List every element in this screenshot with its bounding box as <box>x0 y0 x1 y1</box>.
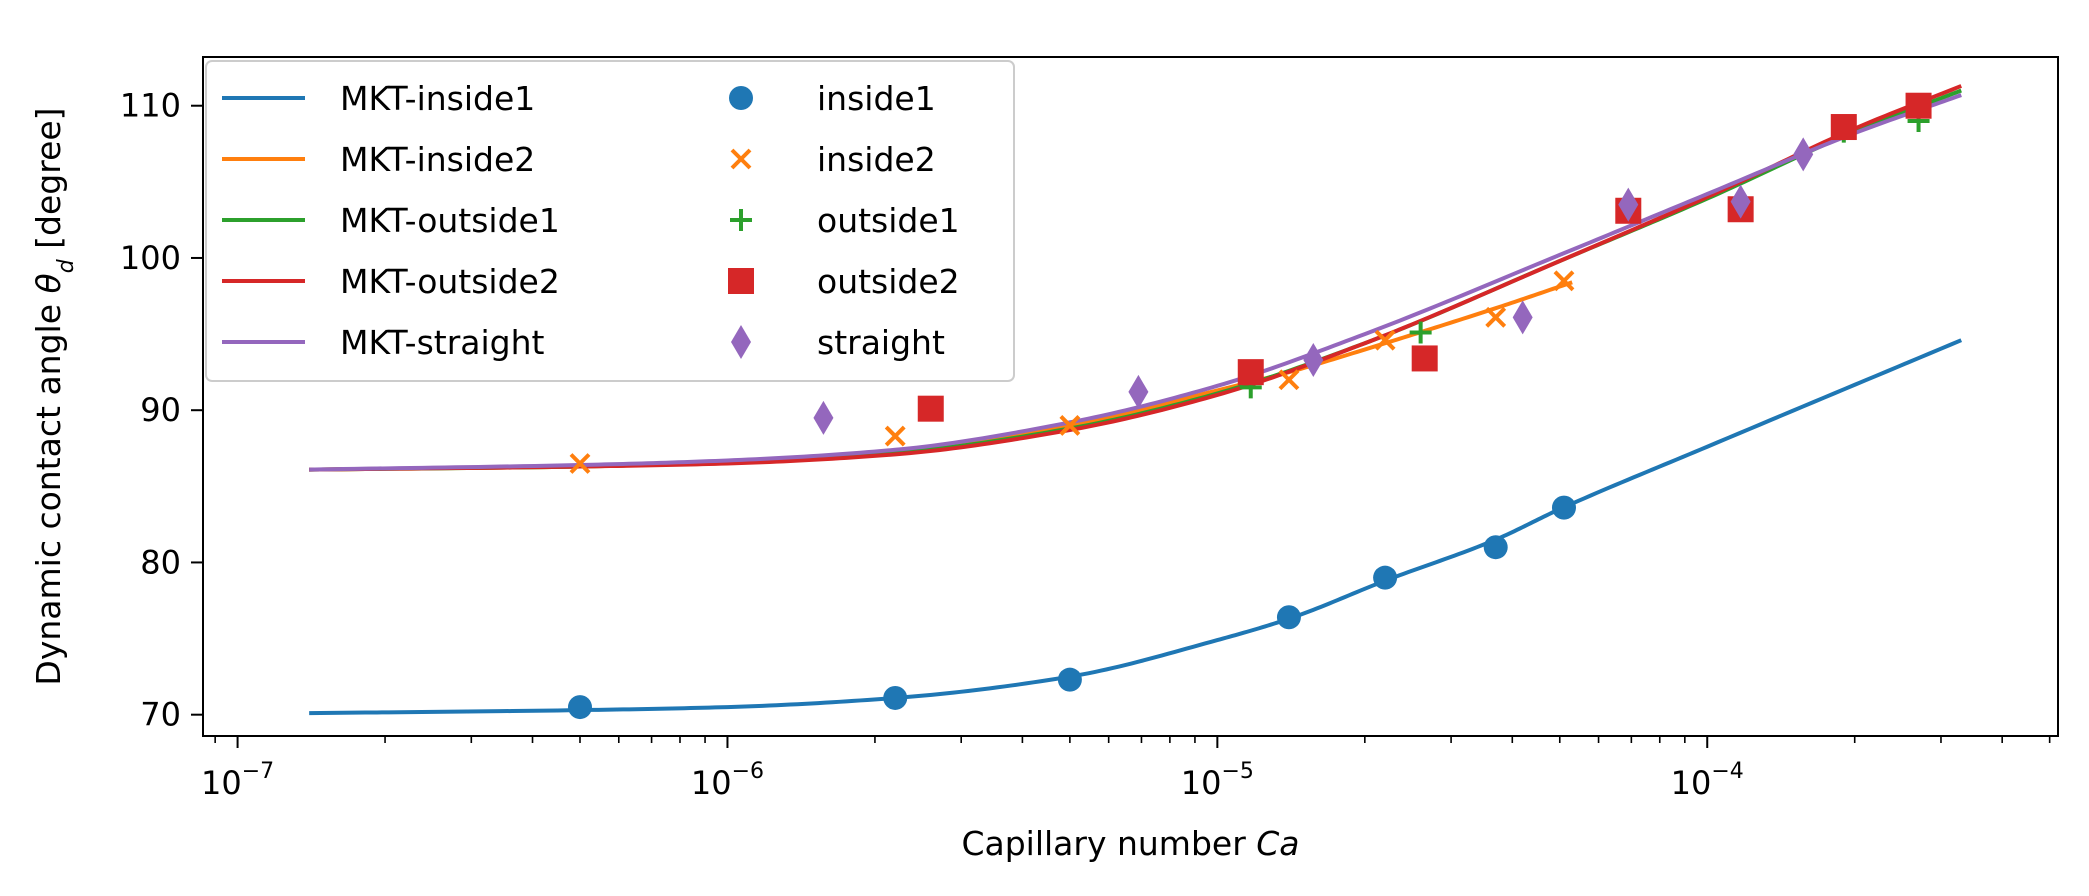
fit-lines <box>309 84 1963 716</box>
y-tick-label: 90 <box>140 391 181 429</box>
marker-outside1 <box>1409 321 1432 344</box>
legend-entry: MKT-straight <box>222 323 545 362</box>
y-tick-label: 100 <box>120 239 181 277</box>
x-tick-label: 10−5 <box>1181 759 1254 802</box>
legend-label: inside1 <box>817 79 936 118</box>
legend-label: outside1 <box>817 201 960 240</box>
legend-entry: outside1 <box>730 201 960 240</box>
marker-inside2 <box>1485 306 1507 328</box>
x-tick-label: 10−6 <box>691 759 764 802</box>
marker-inside1 <box>883 685 908 710</box>
legend-label: MKT-outside1 <box>340 201 560 240</box>
marker-inside2 <box>1059 415 1081 436</box>
x-axis: 10−7 10−6 10−5 10−4 <box>201 736 2051 802</box>
marker-inside2 <box>1278 369 1300 391</box>
marker-straight <box>1618 187 1639 222</box>
legend-label: inside2 <box>817 140 936 179</box>
marker-inside2 <box>569 453 591 474</box>
marker-straight <box>1793 137 1814 172</box>
marker-inside1 <box>567 695 592 720</box>
legend-box <box>205 60 1015 382</box>
marker-inside1 <box>1483 535 1508 560</box>
marker-outside2 <box>1905 92 1932 119</box>
fit-line-mkt-straight <box>309 93 1962 472</box>
marker-inside2 <box>1553 270 1575 292</box>
legend-entry: outside2 <box>728 262 960 301</box>
legend-entry: inside1 <box>729 79 936 118</box>
fit-line-mkt-inside1 <box>309 338 1963 716</box>
legend-label: MKT-straight <box>340 323 545 362</box>
marker-straight <box>1730 184 1751 219</box>
marker-outside2 <box>1830 114 1857 141</box>
marker-straight <box>813 400 834 435</box>
marker-outside2 <box>1411 345 1438 372</box>
marker-inside2 <box>884 425 906 447</box>
legend-entry: inside2 <box>730 140 936 179</box>
marker-inside2 <box>1374 329 1396 351</box>
x-tick-label: 10−7 <box>201 759 274 802</box>
legend: MKT-inside1 MKT-inside2 MKT-outside1 MKT-ou… <box>205 60 1015 382</box>
marker-straight <box>1128 374 1149 409</box>
y-axis-label: Dynamic contact angle θd [degree] <box>29 107 79 685</box>
marker-outside2 <box>917 395 944 422</box>
marker-inside1 <box>1551 495 1576 520</box>
x-tick-label: 10−4 <box>1671 759 1744 802</box>
y-tick-label: 70 <box>140 696 181 734</box>
legend-entry: MKT-inside2 <box>222 140 535 179</box>
y-tick-label: 110 <box>120 87 181 125</box>
legend-marker-swatch <box>730 209 752 231</box>
x-axis-label: Capillary number Ca <box>961 824 1299 863</box>
marker-straight <box>1303 342 1324 377</box>
plot-frame <box>202 56 2059 737</box>
legend-marker-swatch <box>728 268 754 294</box>
marker-straight <box>1512 300 1533 335</box>
y-tick-label: 80 <box>140 543 181 581</box>
legend-label: straight <box>817 323 945 362</box>
legend-label: MKT-inside2 <box>340 140 535 179</box>
legend-marker-swatch <box>729 86 753 110</box>
legend-entry: MKT-outside2 <box>222 262 560 301</box>
legend-marker-swatch <box>730 148 752 170</box>
legend-entry: MKT-inside1 <box>222 79 535 118</box>
marker-outside2 <box>1237 359 1264 386</box>
y-axis: 70 80 90 100 110 <box>120 87 203 734</box>
marker-inside1 <box>1276 605 1301 630</box>
legend-label: MKT-inside1 <box>340 79 535 118</box>
legend-marker-swatch <box>731 325 751 359</box>
legend-entry: straight <box>731 323 945 362</box>
marker-inside1 <box>1057 667 1082 692</box>
legend-label: outside2 <box>817 262 960 301</box>
legend-label: MKT-outside2 <box>340 262 560 301</box>
data-markers <box>567 92 1932 720</box>
marker-inside1 <box>1373 565 1398 590</box>
legend-entry: MKT-outside1 <box>222 201 560 240</box>
